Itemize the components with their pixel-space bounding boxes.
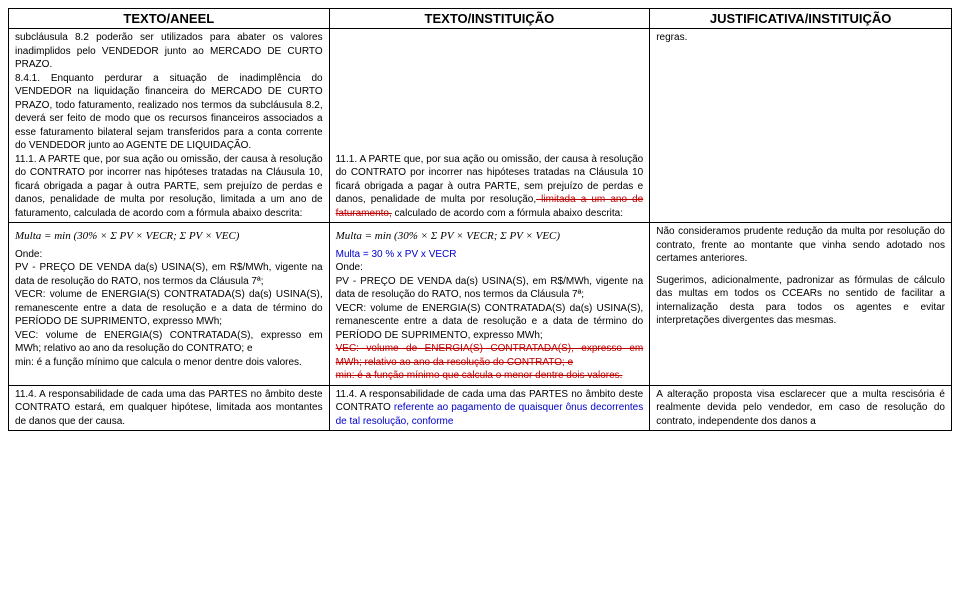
paragraph: min: é a função mínimo que calcula o men… — [15, 356, 323, 370]
comparison-table: TEXTO/ANEEL TEXTO/INSTITUIÇÃO JUSTIFICAT… — [8, 8, 952, 431]
paragraph: 11.4. A responsabilidade de cada uma das… — [15, 388, 323, 429]
paragraph: Sugerimos, adicionalmente, padronizar as… — [656, 274, 945, 328]
cell-just-1: regras. — [650, 29, 952, 223]
paragraph: 11.1. A PARTE que, por sua ação ou omiss… — [336, 153, 644, 221]
formula-image: Multa = min (30% × Σ PV × VECR; Σ PV × V… — [15, 225, 239, 248]
paragraph: subcláusula 8.2 poderão ser utilizados p… — [15, 31, 323, 72]
table-row: 11.4. A responsabilidade de cada uma das… — [9, 385, 952, 431]
paragraph: A alteração proposta visa esclarecer que… — [656, 388, 945, 429]
paragraph: VECR: volume de ENERGIA(S) CONTRATADA(S)… — [336, 302, 644, 343]
paragraph: PV - PREÇO DE VENDA da(s) USINA(S), em R… — [15, 261, 323, 288]
cell-aneel-2: Multa = min (30% × Σ PV × VECR; Σ PV × V… — [9, 223, 330, 386]
table-row: subcláusula 8.2 poderão ser utilizados p… — [9, 29, 952, 223]
cell-aneel-3: 11.4. A responsabilidade de cada uma das… — [9, 385, 330, 431]
cell-inst-1: 11.1. A PARTE que, por sua ação ou omiss… — [329, 29, 650, 223]
cell-inst-3: 11.4. A responsabilidade de cada uma das… — [329, 385, 650, 431]
label-onde: Onde: — [15, 248, 323, 262]
paragraph: VECR: volume de ENERGIA(S) CONTRATADA(S)… — [15, 288, 323, 329]
paragraph: 11.4. A responsabilidade de cada uma das… — [336, 388, 644, 429]
cell-inst-2: Multa = min (30% × Σ PV × VECR; Σ PV × V… — [329, 223, 650, 386]
header-aneel: TEXTO/ANEEL — [9, 9, 330, 29]
label-onde: Onde: — [336, 261, 644, 275]
formula-image: Multa = min (30% × Σ PV × VECR; Σ PV × V… — [336, 225, 560, 248]
table-row: Multa = min (30% × Σ PV × VECR; Σ PV × V… — [9, 223, 952, 386]
header-instituicao: TEXTO/INSTITUIÇÃO — [329, 9, 650, 29]
strikethrough-text: VEC: volume de ENERGIA(S) CONTRATADA(S),… — [336, 342, 644, 369]
paragraph: PV - PREÇO DE VENDA da(s) USINA(S), em R… — [336, 275, 644, 302]
cell-aneel-1: subcláusula 8.2 poderão ser utilizados p… — [9, 29, 330, 223]
cell-just-2: Não consideramos prudente redução da mul… — [650, 223, 952, 386]
paragraph: regras. — [656, 31, 945, 45]
paragraph: VEC: volume de ENERGIA(S) CONTRATADA(S),… — [15, 329, 323, 356]
strikethrough-text: min: é a função mínimo que calcula o men… — [336, 369, 644, 383]
modified-formula: Multa = 30 % x PV x VECR — [336, 248, 644, 262]
paragraph: 8.4.1. Enquanto perdurar a situação de i… — [15, 72, 323, 153]
paragraph: 11.1. A PARTE que, por sua ação ou omiss… — [15, 153, 323, 221]
cell-just-3: A alteração proposta visa esclarecer que… — [650, 385, 952, 431]
header-justificativa: JUSTIFICATIVA/INSTITUIÇÃO — [650, 9, 952, 29]
paragraph: Não consideramos prudente redução da mul… — [656, 225, 945, 266]
header-row: TEXTO/ANEEL TEXTO/INSTITUIÇÃO JUSTIFICAT… — [9, 9, 952, 29]
